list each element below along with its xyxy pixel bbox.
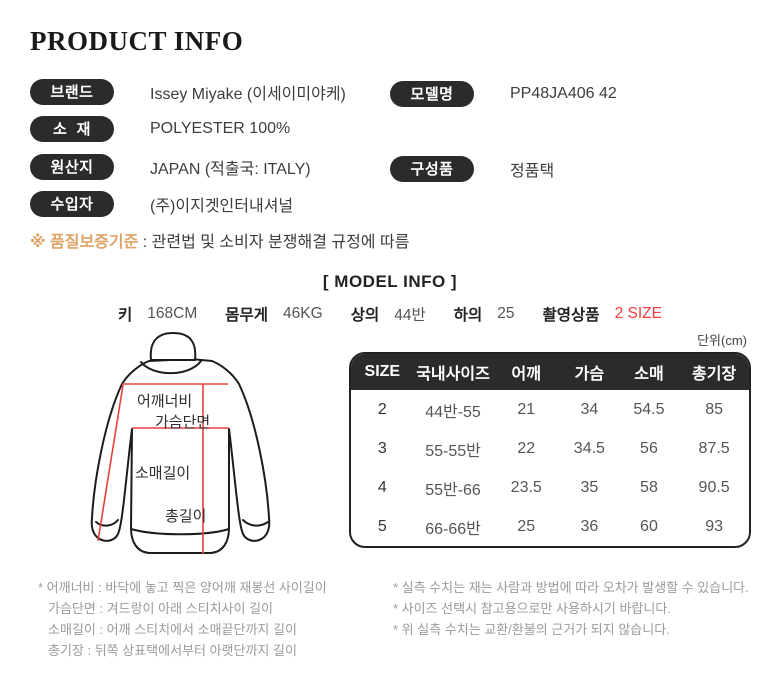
stat-value: 168CM: [147, 305, 198, 322]
brand-value: Issey Miyake (이세이미야케): [150, 85, 346, 103]
cell: 35: [580, 478, 599, 496]
stat-value-highlight: 2 SIZE: [614, 305, 662, 322]
model-stat-weight: 몸무게 46KG: [225, 303, 322, 325]
footnote-line: 총기장 : 뒤쪽 상표택에서부터 아랫단까지 길이: [48, 643, 297, 658]
col-header-sleeve: 소매: [618, 354, 680, 390]
page-title: PRODUCT INFO: [30, 26, 244, 56]
size-table: SIZE 국내사이즈 어깨 가슴 소매 총기장 2 44반-55 21 34 5…: [349, 352, 751, 548]
cell: 58: [640, 478, 658, 496]
size-table-header-row: SIZE 국내사이즈 어깨 가슴 소매 총기장: [351, 354, 749, 390]
importer-badge: 수입자: [30, 190, 114, 217]
table-row: 3 55-55반 22 34.5 56 87.5: [351, 429, 749, 468]
info-row-components: 구성품 정품택: [390, 155, 554, 182]
diagram-label-sleeve: 소매길이: [135, 465, 191, 482]
cell: 90.5: [698, 478, 730, 496]
stat-label: 촬영상품: [542, 307, 600, 324]
origin-value: JAPAN (적출국: ITALY): [150, 160, 311, 178]
cell: 85: [705, 400, 724, 418]
sweater-measurement-diagram: 어깨너비 가슴단면 소매길이 총길이: [85, 328, 350, 570]
measurement-footnotes: * 어깨너비 : 바닥에 놓고 찍은 양어깨 재봉선 사이길이 가슴단면 : 겨…: [38, 577, 327, 661]
model-stat-shot-size: 촬영상품 2 SIZE: [543, 303, 662, 325]
table-row: 4 55반-66 23.5 35 58 90.5: [351, 468, 749, 507]
disclaimer-footnotes: * 실측 수치는 재는 사람과 방법에 따라 오차가 발생할 수 있습니다. *…: [393, 577, 749, 640]
footnote-line: * 위 실측 수치는 교환/환불의 근거가 되지 않습니다.: [393, 622, 670, 637]
info-row-material: 소 재 POLYESTER 100%: [30, 115, 290, 142]
stat-label: 키: [118, 307, 133, 324]
material-value: POLYESTER 100%: [150, 119, 291, 137]
model-info-row: 키 168CM 몸무게 46KG 상의 44반 하의 25 촬영상품 2 SIZ…: [0, 303, 780, 325]
footnote-line: 소매길이 : 어깨 스티치에서 소매끝단까지 길이: [48, 622, 297, 637]
brand-badge: 브랜드: [30, 78, 114, 105]
model-stat-bottom: 하의 25: [454, 303, 515, 325]
stat-label: 몸무게: [225, 307, 269, 324]
diagram-label-length: 총길이: [165, 508, 207, 525]
components-badge: 구성품: [390, 155, 474, 182]
col-header-size: SIZE: [351, 354, 414, 390]
info-row-origin: 원산지 JAPAN (적출국: ITALY): [30, 153, 311, 180]
col-header-chest: 가슴: [560, 354, 619, 390]
cell: 36: [580, 517, 599, 535]
stat-value: 25: [497, 305, 515, 322]
model-stat-top: 상의 44반: [351, 303, 426, 325]
components-value: 정품택: [510, 162, 555, 180]
quality-guarantee-label: ※ 품질보증기준: [30, 234, 139, 251]
importer-value: (주)이지겟인터내셔널: [150, 197, 294, 215]
model-stat-height: 키 168CM: [118, 303, 197, 325]
cell: 54.5: [633, 400, 665, 418]
info-row-importer: 수입자 (주)이지겟인터내셔널: [30, 190, 293, 217]
info-row-model: 모델명 PP48JA406 42: [390, 80, 617, 107]
table-row: 5 66-66반 25 36 60 93: [351, 507, 749, 546]
unit-label: 단위(cm): [697, 333, 747, 348]
table-row: 2 44반-55 21 34 54.5 85: [351, 390, 749, 429]
col-header-length: 총기장: [679, 354, 749, 390]
cell: 55반-66: [425, 481, 481, 499]
cell: 2: [377, 400, 387, 418]
stat-value: 44반: [394, 307, 426, 324]
sweater-outline-icon: [90, 332, 271, 554]
diagram-label-chest: 가슴단면: [155, 414, 211, 431]
cell: 3: [377, 439, 387, 457]
footnote-line: 가슴단면 : 겨드랑이 아래 스티치사이 길이: [48, 601, 273, 616]
cell: 21: [517, 400, 536, 418]
model-badge: 모델명: [390, 80, 474, 107]
cell: 23.5: [510, 478, 542, 496]
cell: 60: [640, 517, 658, 535]
stat-label: 하의: [453, 307, 483, 324]
origin-badge: 원산지: [30, 153, 114, 180]
cell: 25: [517, 517, 536, 535]
model-value: PP48JA406 42: [510, 84, 617, 102]
measurement-lines: [97, 383, 229, 554]
cell: 4: [377, 478, 387, 496]
quality-guarantee-line: ※ 품질보증기준 : 관련법 및 소비자 분쟁해결 규정에 따름: [30, 228, 409, 252]
col-header-kr-size: 국내사이즈: [413, 354, 493, 390]
stat-value: 46KG: [283, 305, 323, 322]
cell: 93: [705, 517, 724, 535]
info-row-brand: 브랜드 Issey Miyake (이세이미야케): [30, 78, 346, 105]
col-header-shoulder: 어깨: [492, 354, 561, 390]
cell: 55-55반: [425, 442, 481, 460]
cell: 34: [580, 400, 599, 418]
footnote-line: * 실측 수치는 재는 사람과 방법에 따라 오차가 발생할 수 있습니다.: [393, 580, 749, 595]
diagram-label-shoulder: 어깨너비: [137, 393, 193, 410]
cell: 22: [517, 439, 536, 457]
cell: 66-66반: [425, 520, 481, 538]
cell: 56: [640, 439, 658, 457]
cell: 44반-55: [425, 403, 481, 421]
material-badge: 소 재: [30, 115, 114, 142]
cell: 34.5: [573, 439, 605, 457]
model-info-title: [ MODEL INFO ]: [322, 272, 458, 291]
stat-label: 상의: [350, 307, 380, 324]
cell: 5: [377, 517, 387, 535]
footnote-line: * 사이즈 선택시 참고용으로만 사용하시기 바랍니다.: [393, 601, 671, 616]
footnote-line: * 어깨너비 : 바닥에 놓고 찍은 양어깨 재봉선 사이길이: [38, 580, 327, 595]
quality-guarantee-value: : 관련법 및 소비자 분쟁해결 규정에 따름: [138, 234, 410, 251]
cell: 87.5: [698, 439, 730, 457]
